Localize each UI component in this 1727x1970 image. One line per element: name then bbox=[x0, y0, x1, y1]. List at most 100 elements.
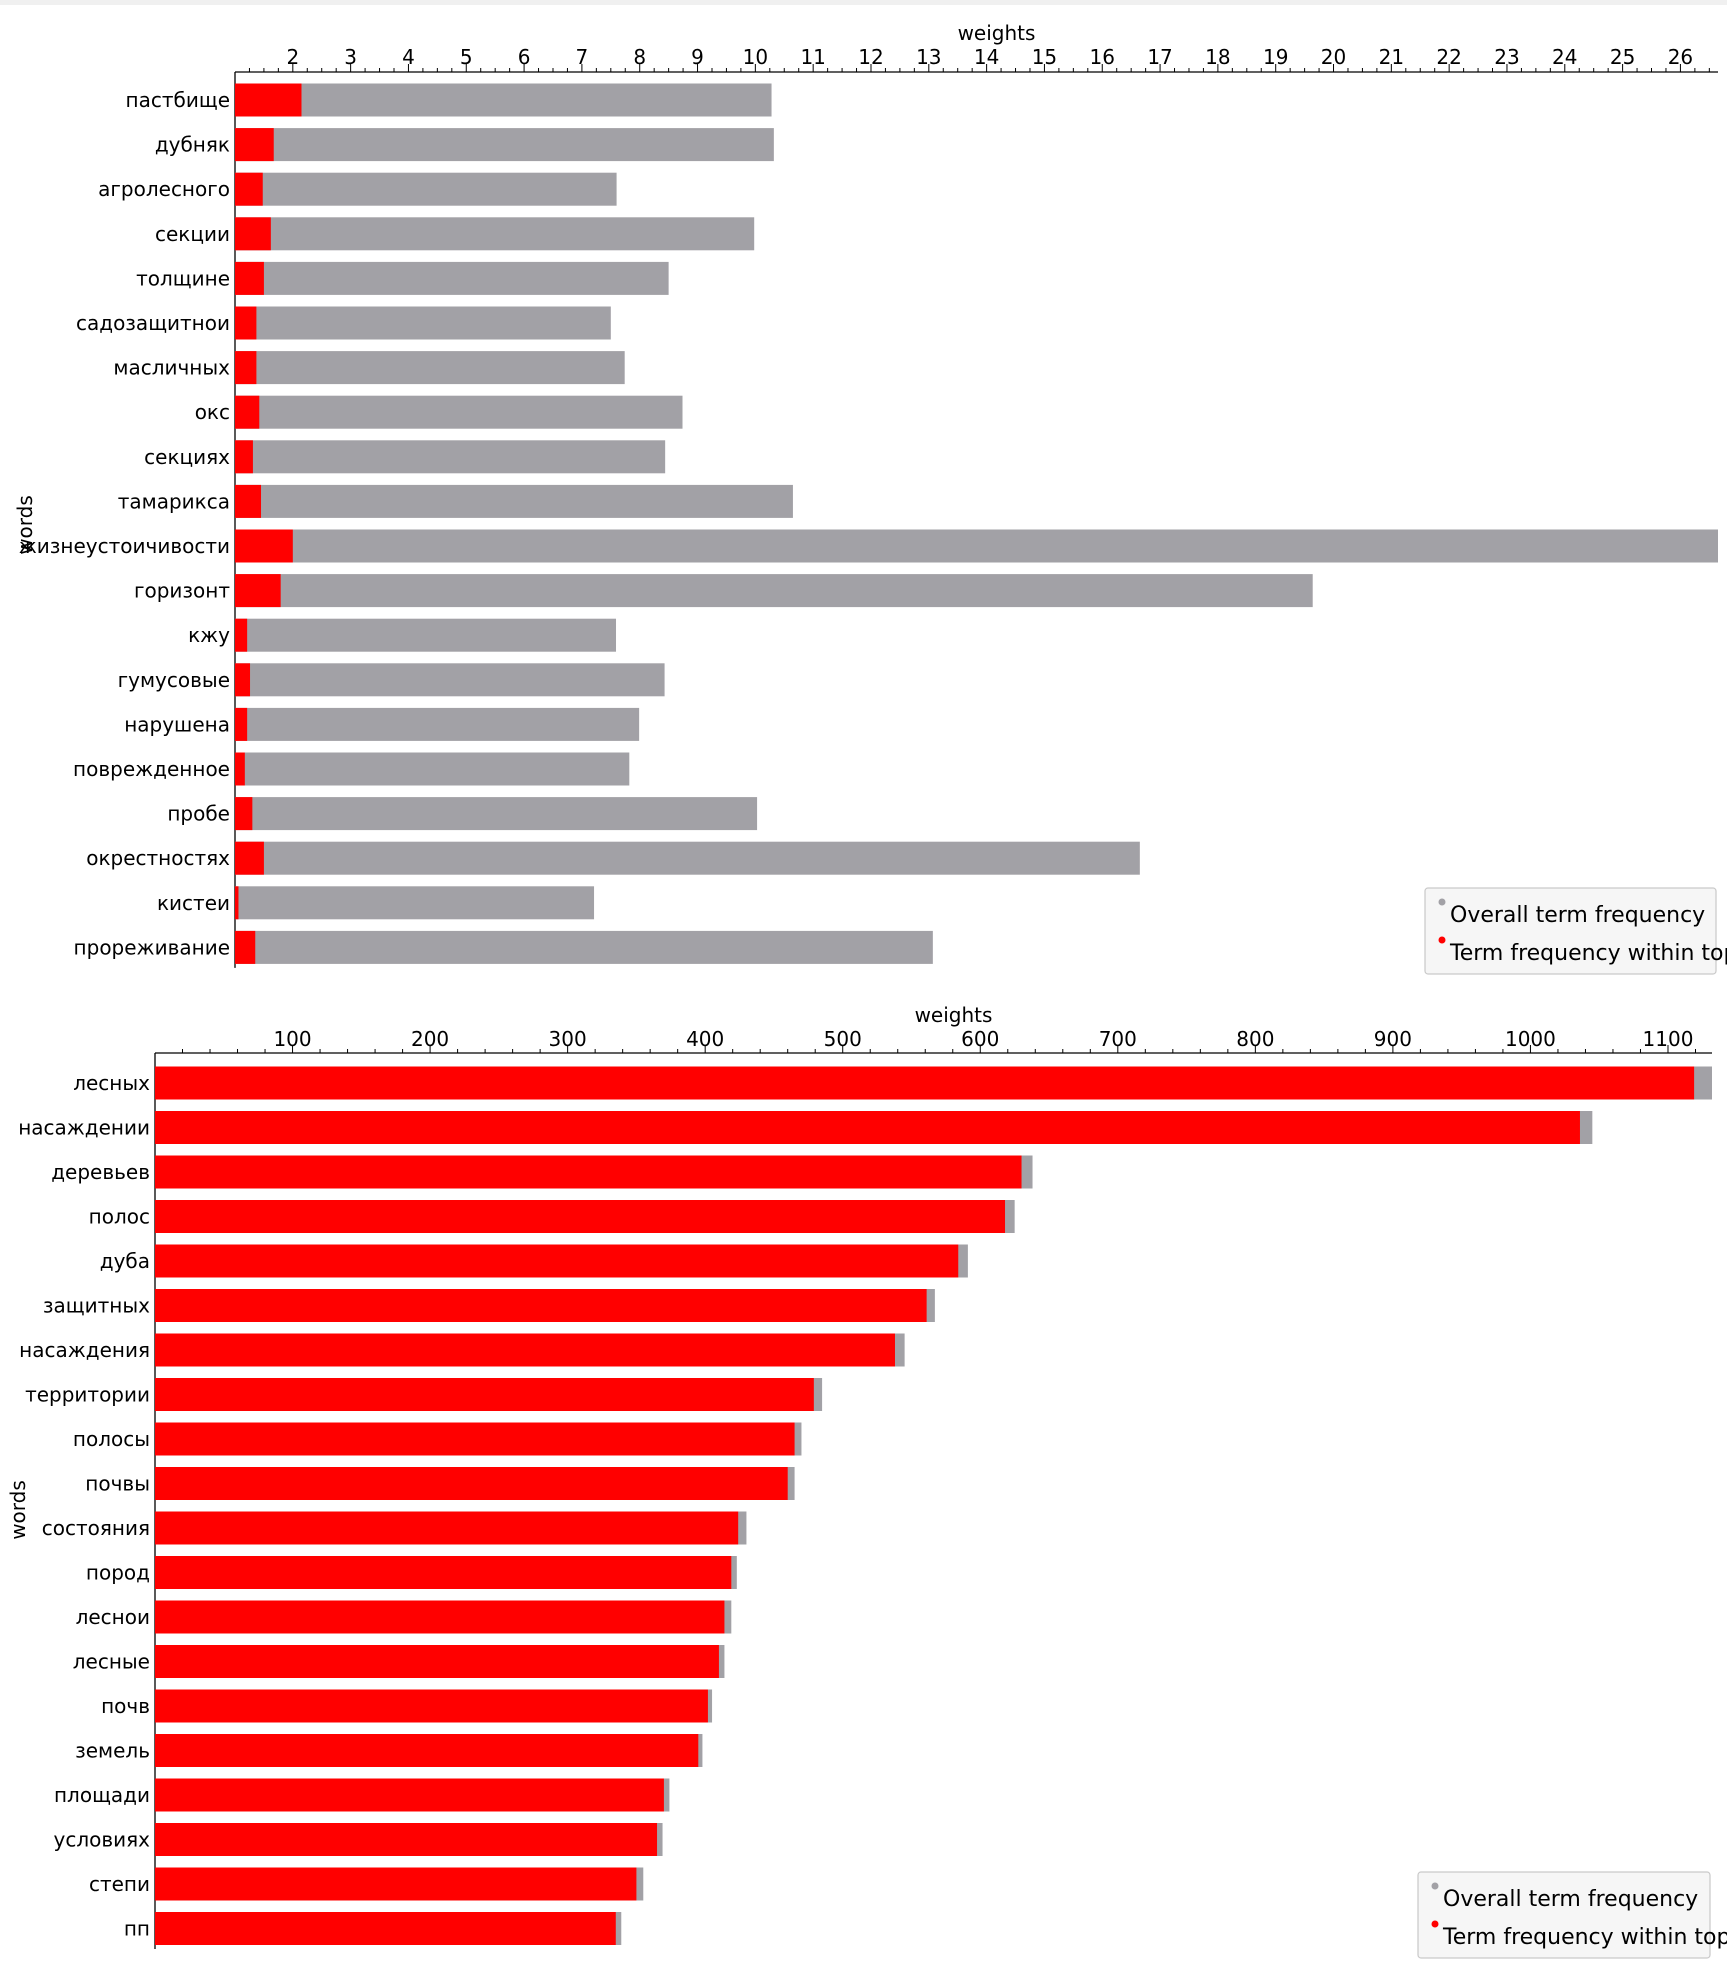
chart2-category-label: полос bbox=[89, 1205, 150, 1229]
chart2-legend-label-within: Term frequency within topic bbox=[1442, 1925, 1727, 1950]
chart1-tick-label: 12 bbox=[858, 45, 883, 69]
chart1-bar-within bbox=[235, 707, 248, 741]
chart1-bar-within bbox=[235, 797, 253, 831]
chart1-bar-within bbox=[235, 395, 260, 429]
chart2-category-label: почв bbox=[101, 1694, 150, 1718]
chart1-bar-within bbox=[235, 217, 271, 251]
chart2-bar-within bbox=[155, 1645, 719, 1678]
chart2-category-label: насаждения bbox=[19, 1338, 150, 1362]
chart1-tick-label: 6 bbox=[518, 45, 531, 69]
chart1-bar-within bbox=[235, 529, 293, 563]
chart1-bar-overall bbox=[235, 752, 630, 786]
chart1-category-label: пастбище bbox=[126, 88, 230, 112]
chart1-category-label: гумусовые bbox=[118, 668, 230, 692]
chart1-bar-overall bbox=[235, 395, 683, 429]
chart1-tick-label: 14 bbox=[974, 45, 999, 69]
chart1-legend: Overall term frequency Term frequency wit… bbox=[1424, 887, 1727, 975]
chart1-tick-label: 15 bbox=[1032, 45, 1057, 69]
chart-2: weights words 100 200 300 400 500 600 700 800 900 1… bbox=[6, 1003, 1727, 1959]
chart2-tick-label: 300 bbox=[549, 1027, 587, 1051]
chart1-category-label: дубняк bbox=[155, 133, 230, 157]
chart1-tick-label: 4 bbox=[402, 45, 415, 69]
chart1-bar-overall bbox=[235, 663, 665, 697]
chart1-tick-label: 26 bbox=[1668, 45, 1693, 69]
chart1-category-label: поврежденное bbox=[73, 757, 230, 781]
chart2-tick-label: 800 bbox=[1236, 1027, 1274, 1051]
chart1-bar-within bbox=[235, 440, 253, 474]
chart2-bar-within bbox=[155, 1689, 708, 1723]
chart2-bar-within bbox=[155, 1467, 788, 1500]
chart2-tick-label: 500 bbox=[824, 1027, 862, 1051]
chart1-bar-within bbox=[235, 484, 262, 518]
chart1-tick-label: 23 bbox=[1494, 45, 1519, 69]
chart1-bar-overall bbox=[235, 797, 758, 831]
chart1-bar-within bbox=[235, 128, 274, 162]
chart2-bar-within bbox=[155, 1244, 959, 1278]
chart1-bar-within bbox=[235, 663, 251, 697]
chart1-tick-label: 21 bbox=[1379, 45, 1404, 69]
chart2-tick-label: 200 bbox=[411, 1027, 449, 1051]
chart1-bar-overall bbox=[235, 930, 933, 964]
chart1-tick-label: 11 bbox=[800, 45, 825, 69]
chart1-bar-overall bbox=[235, 886, 595, 920]
chart1-bar-within bbox=[235, 351, 257, 385]
chart2-bar-within bbox=[155, 1867, 637, 1901]
chart2-category-label: защитных bbox=[43, 1294, 150, 1318]
chart2-category-label: леснои bbox=[76, 1605, 150, 1629]
chart1-tick-label: 18 bbox=[1205, 45, 1230, 69]
chart2-bar-within bbox=[155, 1734, 699, 1767]
chart2-category-label: площади bbox=[54, 1783, 150, 1807]
chart2-tick-label: 1100 bbox=[1643, 1027, 1694, 1051]
chart1-bar-within bbox=[235, 261, 264, 295]
chart1-bar-within bbox=[235, 83, 302, 117]
chart2-category-label: дуба bbox=[100, 1249, 150, 1273]
chart1-bar-within bbox=[235, 306, 257, 340]
chart1-tick-label: 16 bbox=[1090, 45, 1115, 69]
chart1-legend-dot-within bbox=[1438, 936, 1446, 944]
chart2-category-label: пород bbox=[86, 1561, 150, 1585]
chart1-category-label: окрестностях bbox=[86, 846, 230, 870]
chart1-y-axis-title: words bbox=[13, 495, 37, 555]
chart2-category-label: состояния bbox=[42, 1516, 150, 1540]
chart2-bar-within bbox=[155, 1378, 814, 1411]
chart2-tick-label: 900 bbox=[1374, 1027, 1412, 1051]
chart1-category-label: жизнеустоичивости bbox=[19, 534, 230, 558]
chart1-category-label: кжу bbox=[188, 623, 230, 647]
chart1-tick-label: 19 bbox=[1263, 45, 1288, 69]
chart2-x-axis-title: weights bbox=[915, 1003, 993, 1027]
chart2-bar-within bbox=[155, 1066, 1695, 1100]
chart1-bar-overall bbox=[235, 529, 1718, 563]
chart1-category-label: секции bbox=[155, 222, 230, 246]
chart2-tick-label: 700 bbox=[1099, 1027, 1137, 1051]
chart2-tick-label: 100 bbox=[273, 1027, 311, 1051]
chart1-bar-overall bbox=[235, 841, 1140, 875]
chart1-bar-overall bbox=[235, 172, 617, 206]
chart1-category-label: окс bbox=[195, 400, 230, 424]
chart1-bar-overall bbox=[235, 440, 666, 474]
chart1-tick-label: 22 bbox=[1436, 45, 1461, 69]
chart1-bar-overall bbox=[235, 707, 640, 741]
chart1-category-label: прореживание bbox=[74, 935, 230, 959]
top-strip bbox=[0, 0, 1727, 5]
chart2-bar-within bbox=[155, 1511, 739, 1545]
chart1-tick-label: 2 bbox=[286, 45, 299, 69]
chart1-bar-within bbox=[235, 930, 256, 964]
chart2-tick-label: 400 bbox=[686, 1027, 724, 1051]
chart1-tick-label: 9 bbox=[691, 45, 704, 69]
chart1-category-label: масличных bbox=[113, 356, 230, 380]
chart1-bar-overall bbox=[235, 306, 611, 340]
chart2-category-label: почвы bbox=[85, 1472, 150, 1496]
chart2-category-label: степи bbox=[89, 1872, 150, 1896]
chart2-bar-within bbox=[155, 1200, 1006, 1233]
chart2-bar-within bbox=[155, 1155, 1022, 1189]
chart1-bar-overall bbox=[235, 217, 755, 251]
chart1-bar-overall bbox=[235, 574, 1313, 608]
chart1-bar-within bbox=[235, 752, 245, 786]
chart1-category-label: тамарикса bbox=[118, 489, 230, 513]
chart1-bar-within bbox=[235, 841, 264, 875]
chart2-legend-dot-overall bbox=[1431, 1882, 1439, 1890]
chart2-category-label: условиях bbox=[53, 1828, 150, 1852]
chart1-tick-label: 24 bbox=[1552, 45, 1577, 69]
chart1-legend-box bbox=[1424, 887, 1717, 975]
chart1-bar-within bbox=[235, 172, 263, 206]
